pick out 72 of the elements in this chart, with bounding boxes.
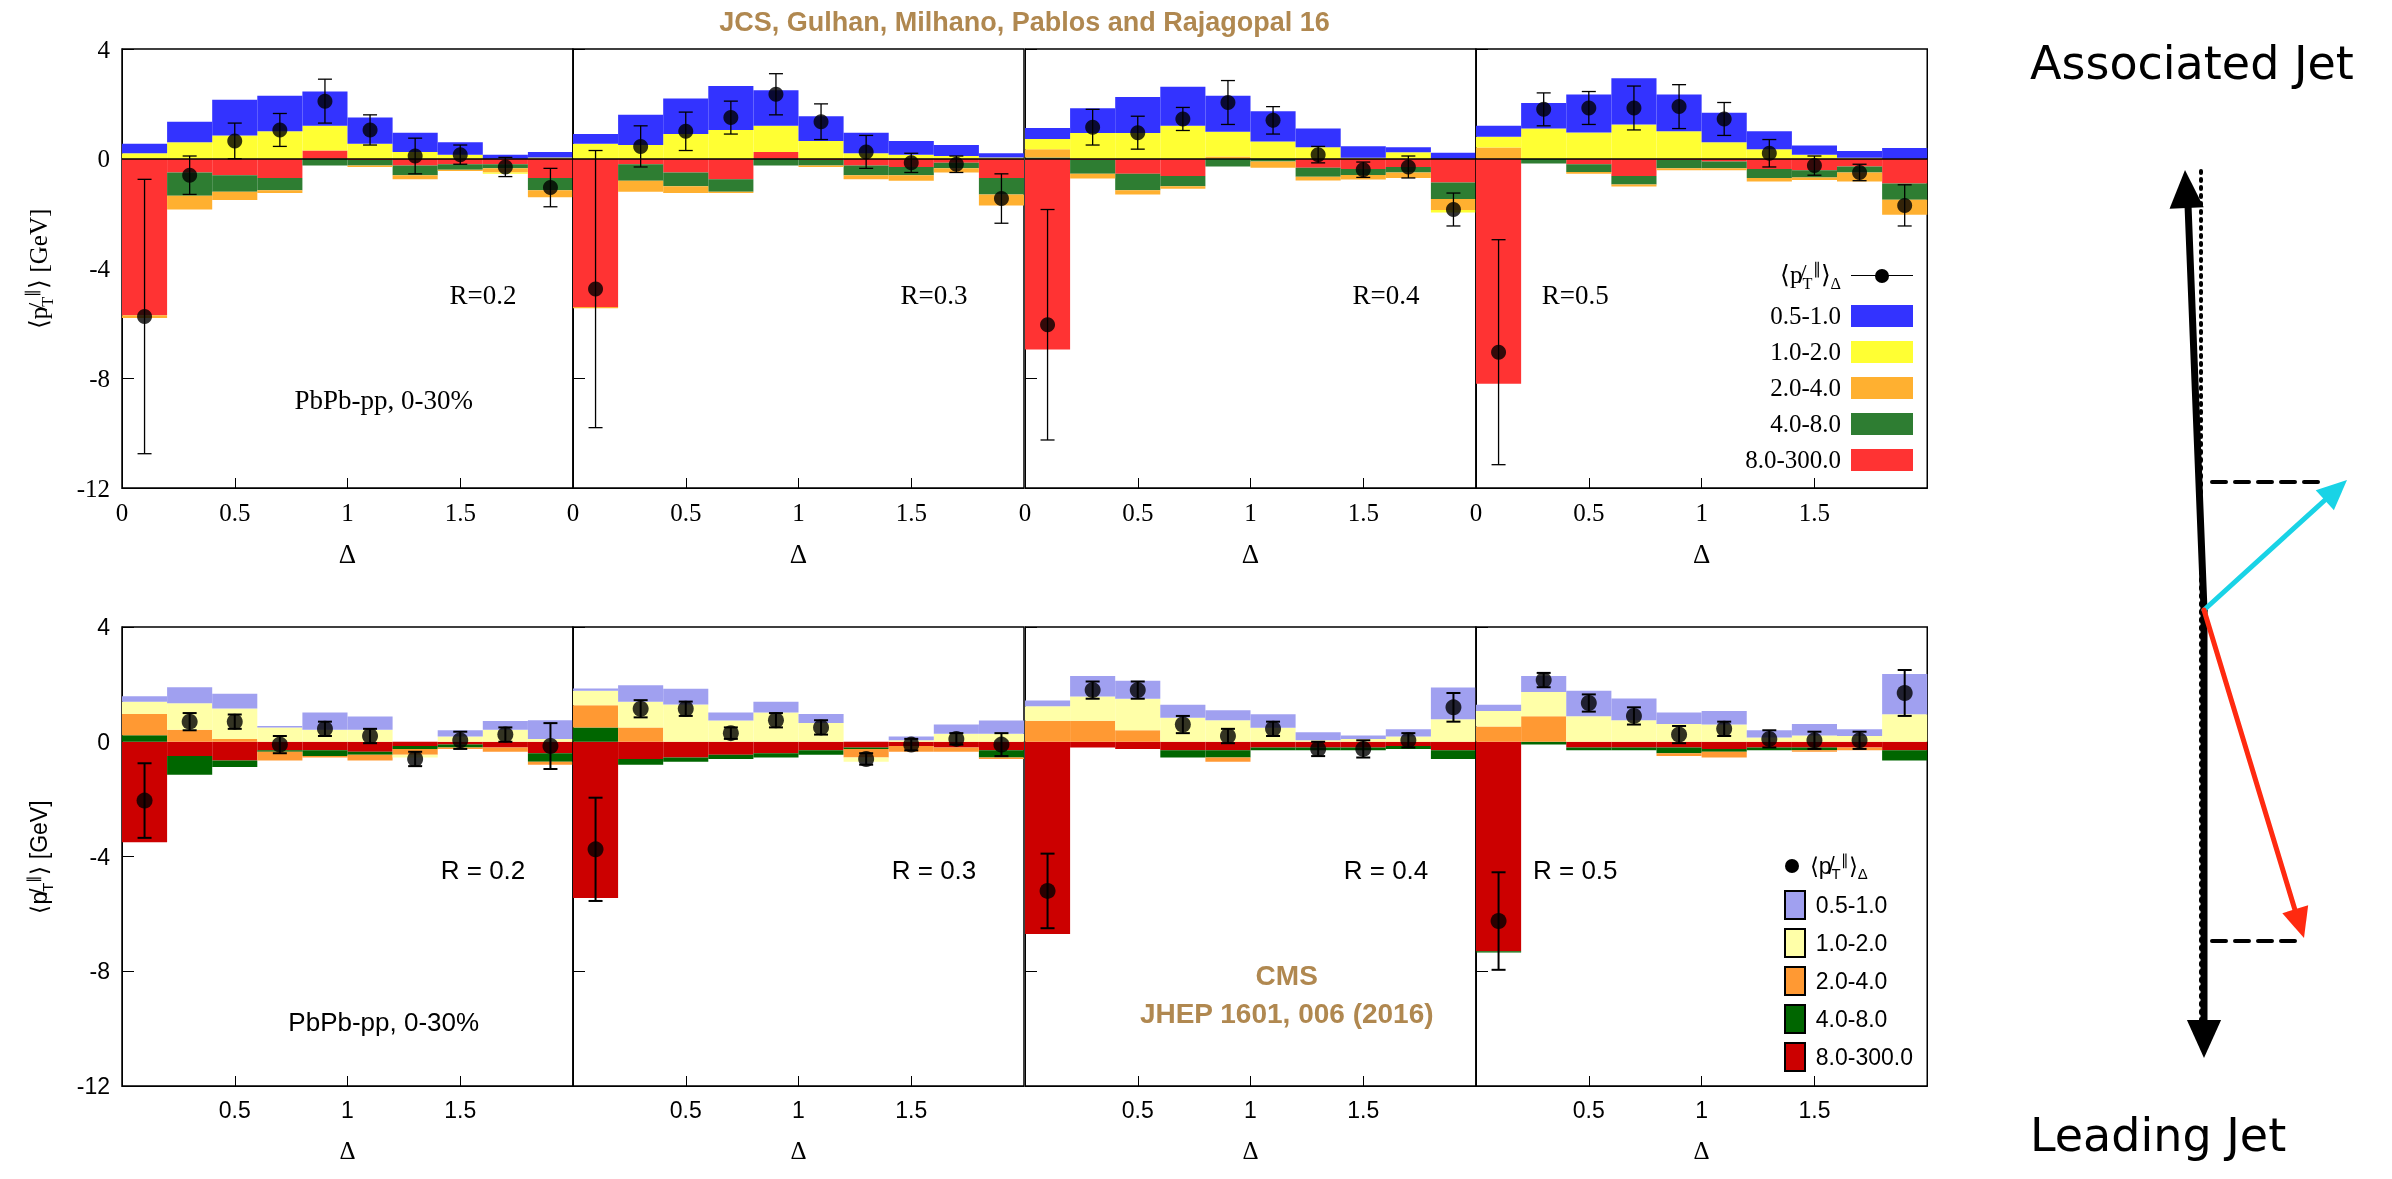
- annotation: R=0.3: [900, 279, 968, 310]
- x-tick-label: 1.5: [1798, 1096, 1831, 1123]
- y-tick-label: -8: [89, 364, 110, 392]
- legend-label: 0.5-1.0: [1770, 302, 1841, 330]
- legend-label: ⟨p̸$_{T}$$^{∥}$⟩$_{Δ}$: [1780, 258, 1841, 294]
- x-tick-label: 1: [341, 499, 354, 526]
- x-tick-label: 0: [1018, 499, 1031, 526]
- annotation: PbPb-pp, 0-30%: [294, 385, 473, 416]
- legend-label: 1.0-2.0: [1770, 338, 1841, 366]
- x-axis-title: Δ: [1693, 1137, 1710, 1164]
- x-tick-label: 1: [1695, 499, 1708, 526]
- x-tick-label: 1: [1694, 1096, 1708, 1123]
- annotation: CMS JHEP 1601, 006 (2016): [1139, 959, 1434, 1029]
- legend-label: 8.0-300.0: [1745, 446, 1841, 474]
- chart-title: JCS, Gulhan, Milhano, Pablos and Rajagopal 16: [718, 7, 1331, 38]
- annotation: PbPb-pp, 0-30%: [288, 1006, 480, 1037]
- annotation: R=0.2: [449, 279, 517, 310]
- y-tick-label: 0: [97, 145, 110, 173]
- x-axis-title: Δ: [339, 1137, 356, 1164]
- y-tick-label: -8: [89, 958, 110, 985]
- annotation: R=0.4: [1352, 279, 1420, 310]
- x-tick-label: 1: [792, 499, 805, 526]
- x-tick-label: 0.5: [670, 499, 702, 526]
- text: Associated Jet: [2030, 36, 2354, 90]
- annotation: R = 0.3: [891, 855, 977, 886]
- legend-label: 8.0-300.0: [1815, 1043, 1913, 1071]
- x-tick-label: 0.5: [1572, 1096, 1605, 1123]
- y-tick-label: 4: [97, 35, 111, 63]
- x-tick-label: 0: [115, 499, 129, 526]
- x-tick-label: 1: [341, 1096, 354, 1123]
- x-tick-label: 0.5: [670, 1096, 702, 1123]
- x-axis-title: Δ: [338, 538, 357, 569]
- x-tick-label: 1.5: [1798, 499, 1830, 526]
- annotation: R = 0.4: [1343, 855, 1428, 886]
- x-axis-title: Δ: [790, 538, 808, 569]
- annotation: R = 0.2: [440, 855, 526, 886]
- y-tick-label: 4: [97, 614, 111, 640]
- x-tick-label: 0.5: [1121, 1096, 1154, 1123]
- x-tick-label: 0.5: [1121, 499, 1153, 526]
- legend-label: ⟨p̸$_{T}$$^{∥}$⟩$_{Δ}$: [1809, 850, 1868, 882]
- x-tick-label: 1: [1243, 1096, 1257, 1123]
- y-tick-label: 0: [97, 728, 110, 755]
- y-tick-label: -12: [76, 1073, 110, 1099]
- x-axis-title: Δ: [1241, 538, 1259, 569]
- legend-label: 2.0-4.0: [1815, 967, 1888, 995]
- legend-label: 2.0-4.0: [1770, 374, 1841, 402]
- x-axis-title: Δ: [1241, 1137, 1259, 1164]
- text: Leading Jet: [2030, 1108, 2287, 1162]
- x-tick-label: 0: [567, 499, 580, 526]
- y-tick-label: -4: [89, 255, 111, 282]
- x-tick-label: 1.5: [1347, 499, 1379, 526]
- legend-label: 0.5-1.0: [1815, 891, 1888, 919]
- x-tick-label: 1: [1243, 499, 1257, 526]
- x-tick-label: 1.5: [444, 1096, 477, 1123]
- x-tick-label: 0.5: [1572, 499, 1605, 526]
- x-tick-label: 0.5: [218, 1096, 251, 1123]
- legend-label: 4.0-8.0: [1770, 410, 1841, 438]
- x-axis-title: Δ: [1692, 538, 1711, 569]
- y-tick-label: -4: [89, 843, 111, 870]
- x-tick-label: 1.5: [895, 499, 928, 526]
- x-tick-label: 1.5: [1346, 1096, 1379, 1123]
- x-tick-label: 0: [1469, 499, 1482, 526]
- x-axis-title: Δ: [790, 1137, 807, 1164]
- annotation: R=0.5: [1541, 279, 1609, 310]
- x-tick-label: 1: [792, 1096, 806, 1123]
- annotation: R = 0.5: [1532, 855, 1618, 886]
- x-tick-label: 1.5: [895, 1096, 928, 1123]
- legend-label: 1.0-2.0: [1815, 929, 1888, 957]
- legend-label: 4.0-8.0: [1815, 1005, 1888, 1033]
- x-tick-label: 1.5: [444, 499, 476, 526]
- x-tick-label: 0.5: [219, 499, 251, 526]
- y-tick-label: -12: [76, 474, 110, 502]
